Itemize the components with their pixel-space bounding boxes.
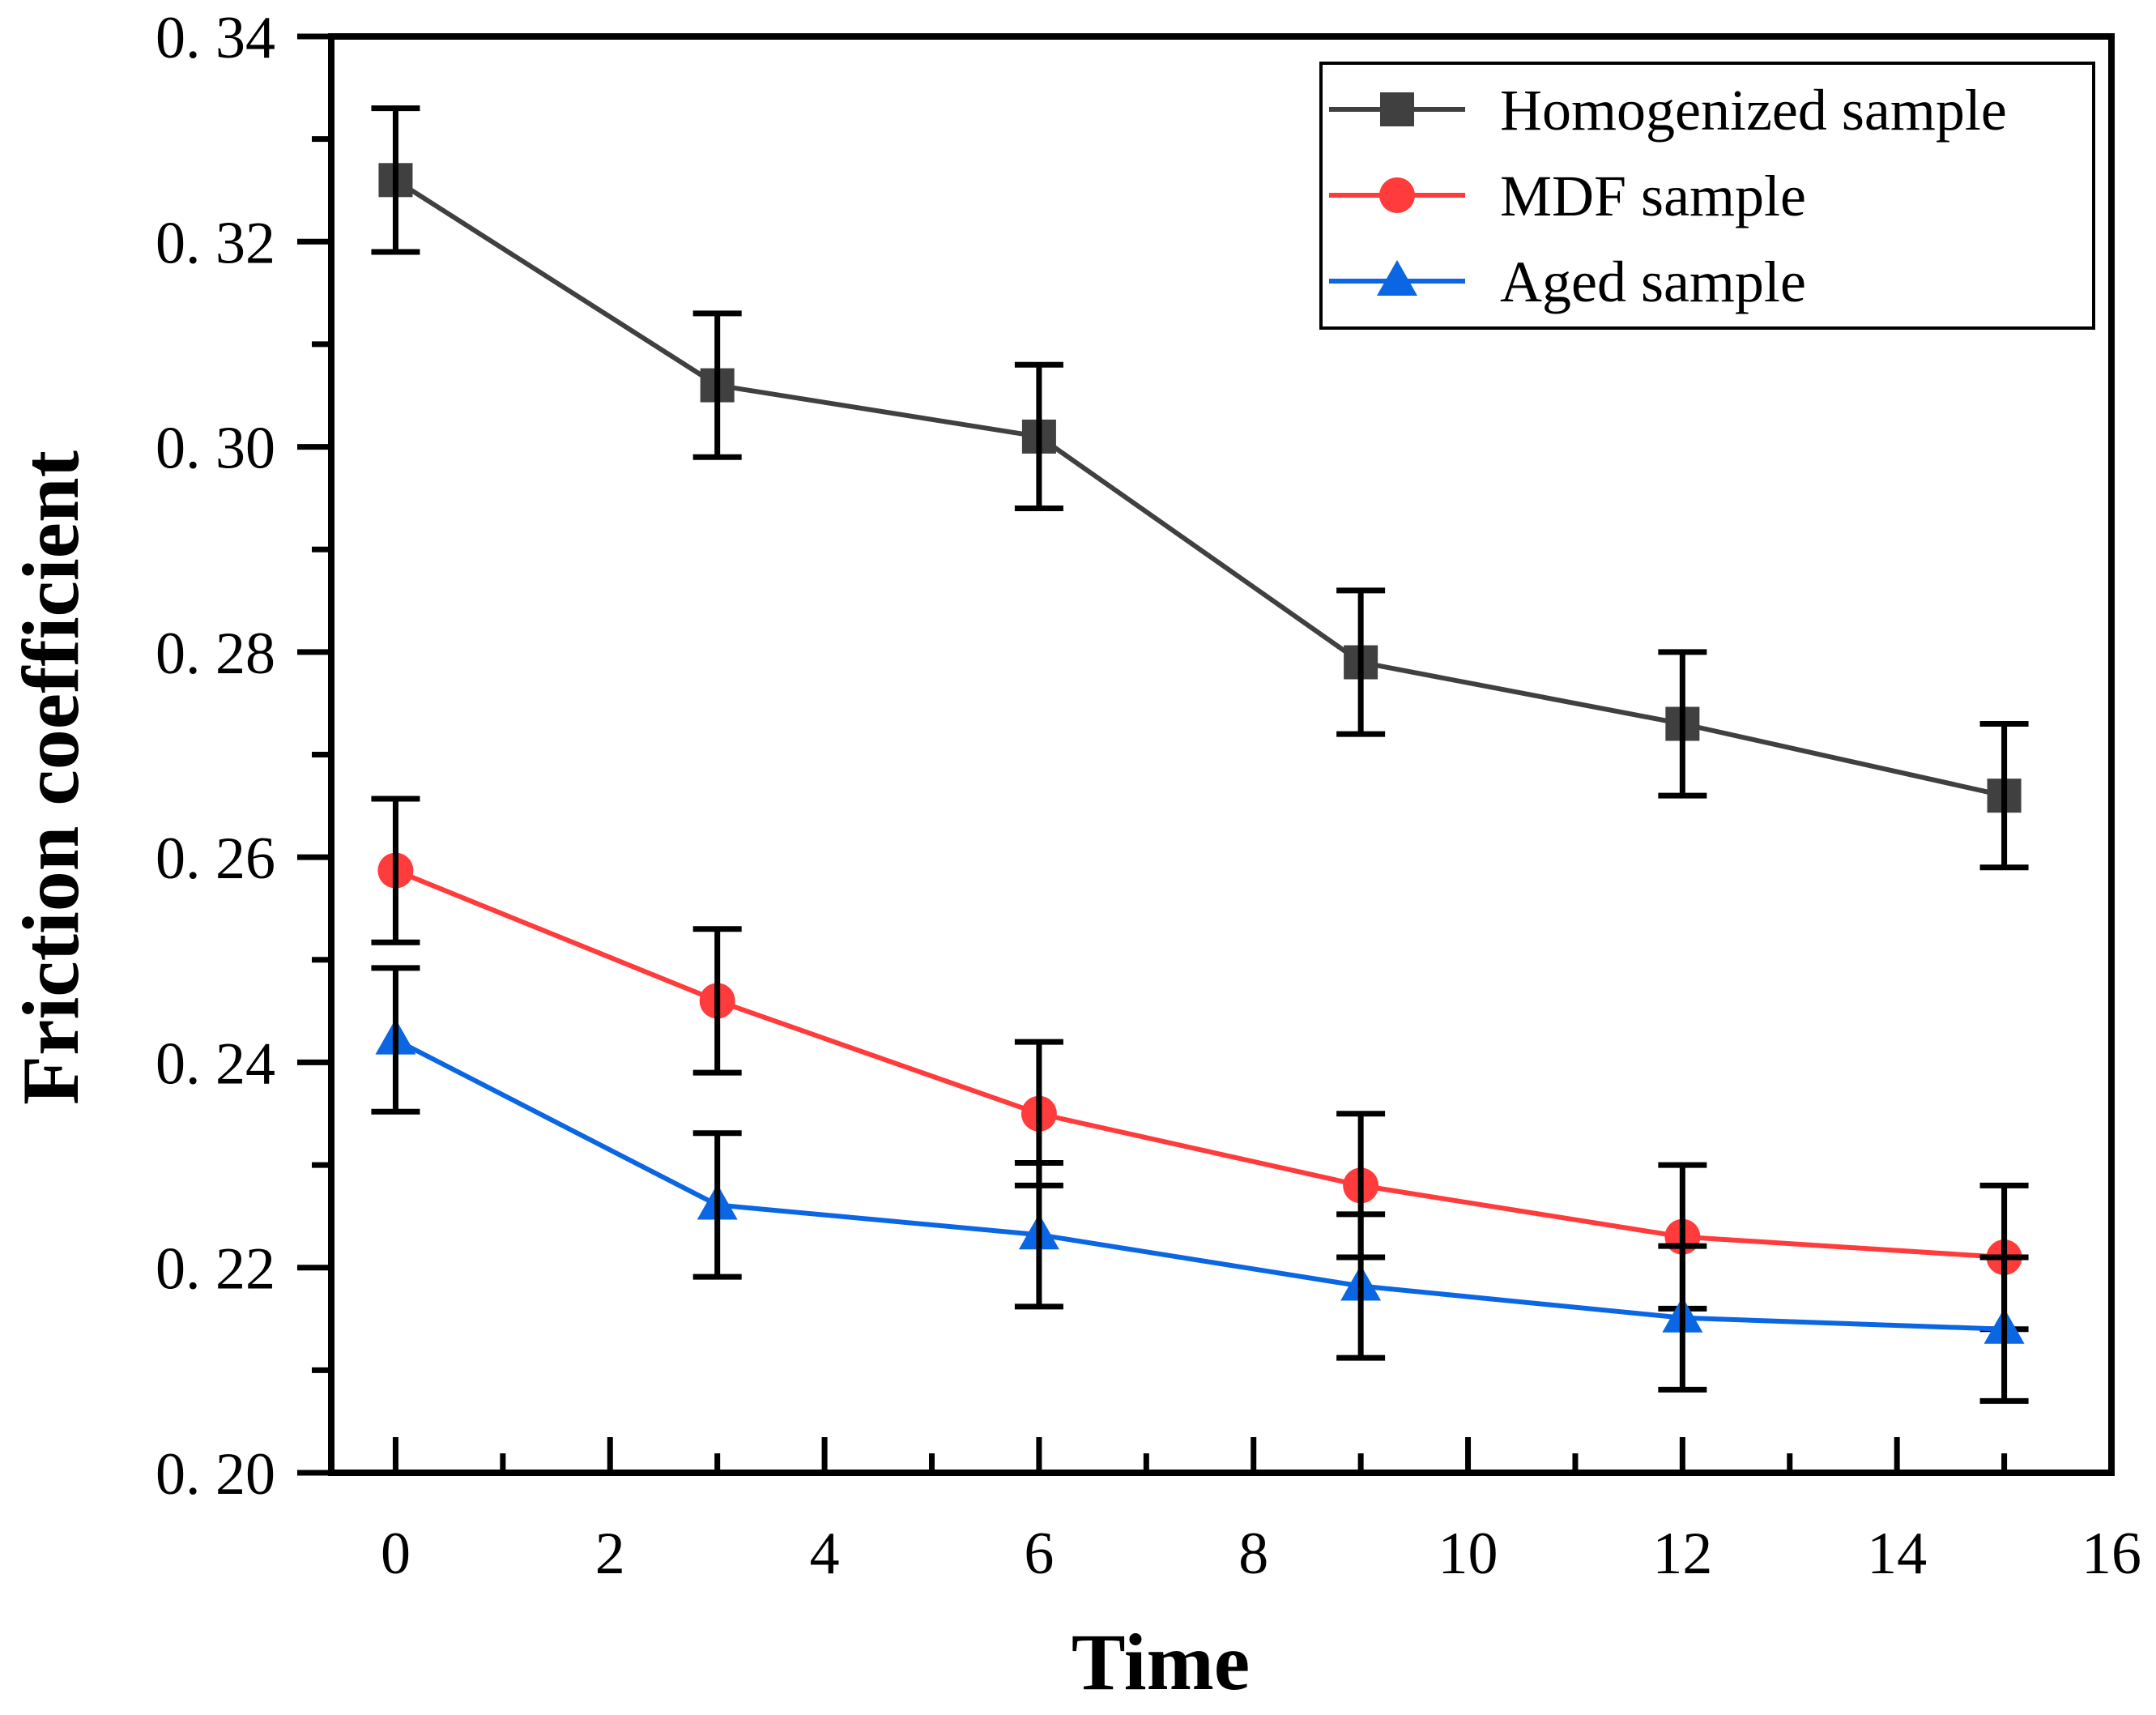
y-axis-title: Friction coefficient bbox=[6, 450, 96, 1105]
y-tick-label: 0. 30 bbox=[156, 416, 275, 482]
y-tick-label: 0. 24 bbox=[156, 1030, 275, 1097]
legend-marker bbox=[1380, 92, 1414, 126]
plot-frame bbox=[328, 33, 2115, 1476]
error-bar bbox=[371, 796, 420, 945]
x-axis-title: Time bbox=[1072, 1617, 1250, 1707]
x-tick-label: 12 bbox=[1652, 1521, 1712, 1587]
x-tick-label: 6 bbox=[1024, 1521, 1054, 1587]
legend-label: Aged sample bbox=[1500, 250, 1806, 314]
error-bar bbox=[1014, 1160, 1063, 1310]
legend-entry: Aged sample bbox=[1329, 250, 1806, 314]
legend-entry: MDF sample bbox=[1329, 164, 1806, 228]
x-tick-label: 14 bbox=[1867, 1521, 1927, 1587]
y-tick-label: 0. 34 bbox=[156, 5, 275, 71]
series-aged-sample bbox=[371, 965, 2029, 1404]
error-bar bbox=[1979, 1254, 2029, 1404]
error-bar bbox=[1014, 361, 1063, 512]
x-tick-label: 8 bbox=[1238, 1521, 1268, 1587]
error-bar bbox=[692, 310, 742, 460]
legend: Homogenized sample MDF sample Aged sample bbox=[1319, 62, 2095, 330]
x-tick-label: 2 bbox=[595, 1521, 625, 1587]
series-line bbox=[394, 177, 2005, 799]
legend-marker bbox=[1377, 260, 1417, 296]
y-tick-label: 0. 32 bbox=[156, 210, 275, 276]
error-bar bbox=[1658, 1243, 1707, 1393]
series-line bbox=[394, 868, 2005, 1261]
series-homogenized-sample bbox=[371, 105, 2029, 871]
legend-marker bbox=[1379, 177, 1415, 213]
labels-layer: 0 2 4 6 8 10 12 14 16 0. 20 0. 22 0. 24 0. 26 0. 28 0.… bbox=[156, 5, 2141, 1587]
y-tick-label: 0. 28 bbox=[156, 621, 275, 687]
legend-entry: Homogenized sample bbox=[1329, 78, 2007, 143]
error-bar bbox=[371, 105, 420, 255]
x-tick-label: 16 bbox=[2081, 1521, 2141, 1587]
series-layer bbox=[371, 105, 2029, 1404]
error-bar bbox=[1336, 1211, 1386, 1361]
legend-label: MDF sample bbox=[1500, 164, 1806, 228]
y-tick-label: 0. 22 bbox=[156, 1236, 275, 1303]
legend-label: Homogenized sample bbox=[1500, 78, 2007, 143]
error-bar bbox=[1658, 649, 1707, 799]
error-bar bbox=[692, 1130, 742, 1280]
x-tick-label: 10 bbox=[1438, 1521, 1498, 1587]
error-bar bbox=[692, 926, 742, 1076]
error-bar bbox=[371, 965, 420, 1115]
x-tick-label: 4 bbox=[810, 1521, 840, 1587]
series-line bbox=[394, 1037, 2005, 1332]
x-tick-label: 0 bbox=[381, 1521, 411, 1587]
legend-entries: Homogenized sample MDF sample Aged sample bbox=[1329, 78, 2007, 314]
error-bar bbox=[1336, 587, 1386, 737]
y-tick-label: 0. 26 bbox=[156, 826, 275, 892]
error-bar bbox=[1979, 721, 2029, 871]
y-tick-label: 0. 20 bbox=[156, 1441, 275, 1508]
